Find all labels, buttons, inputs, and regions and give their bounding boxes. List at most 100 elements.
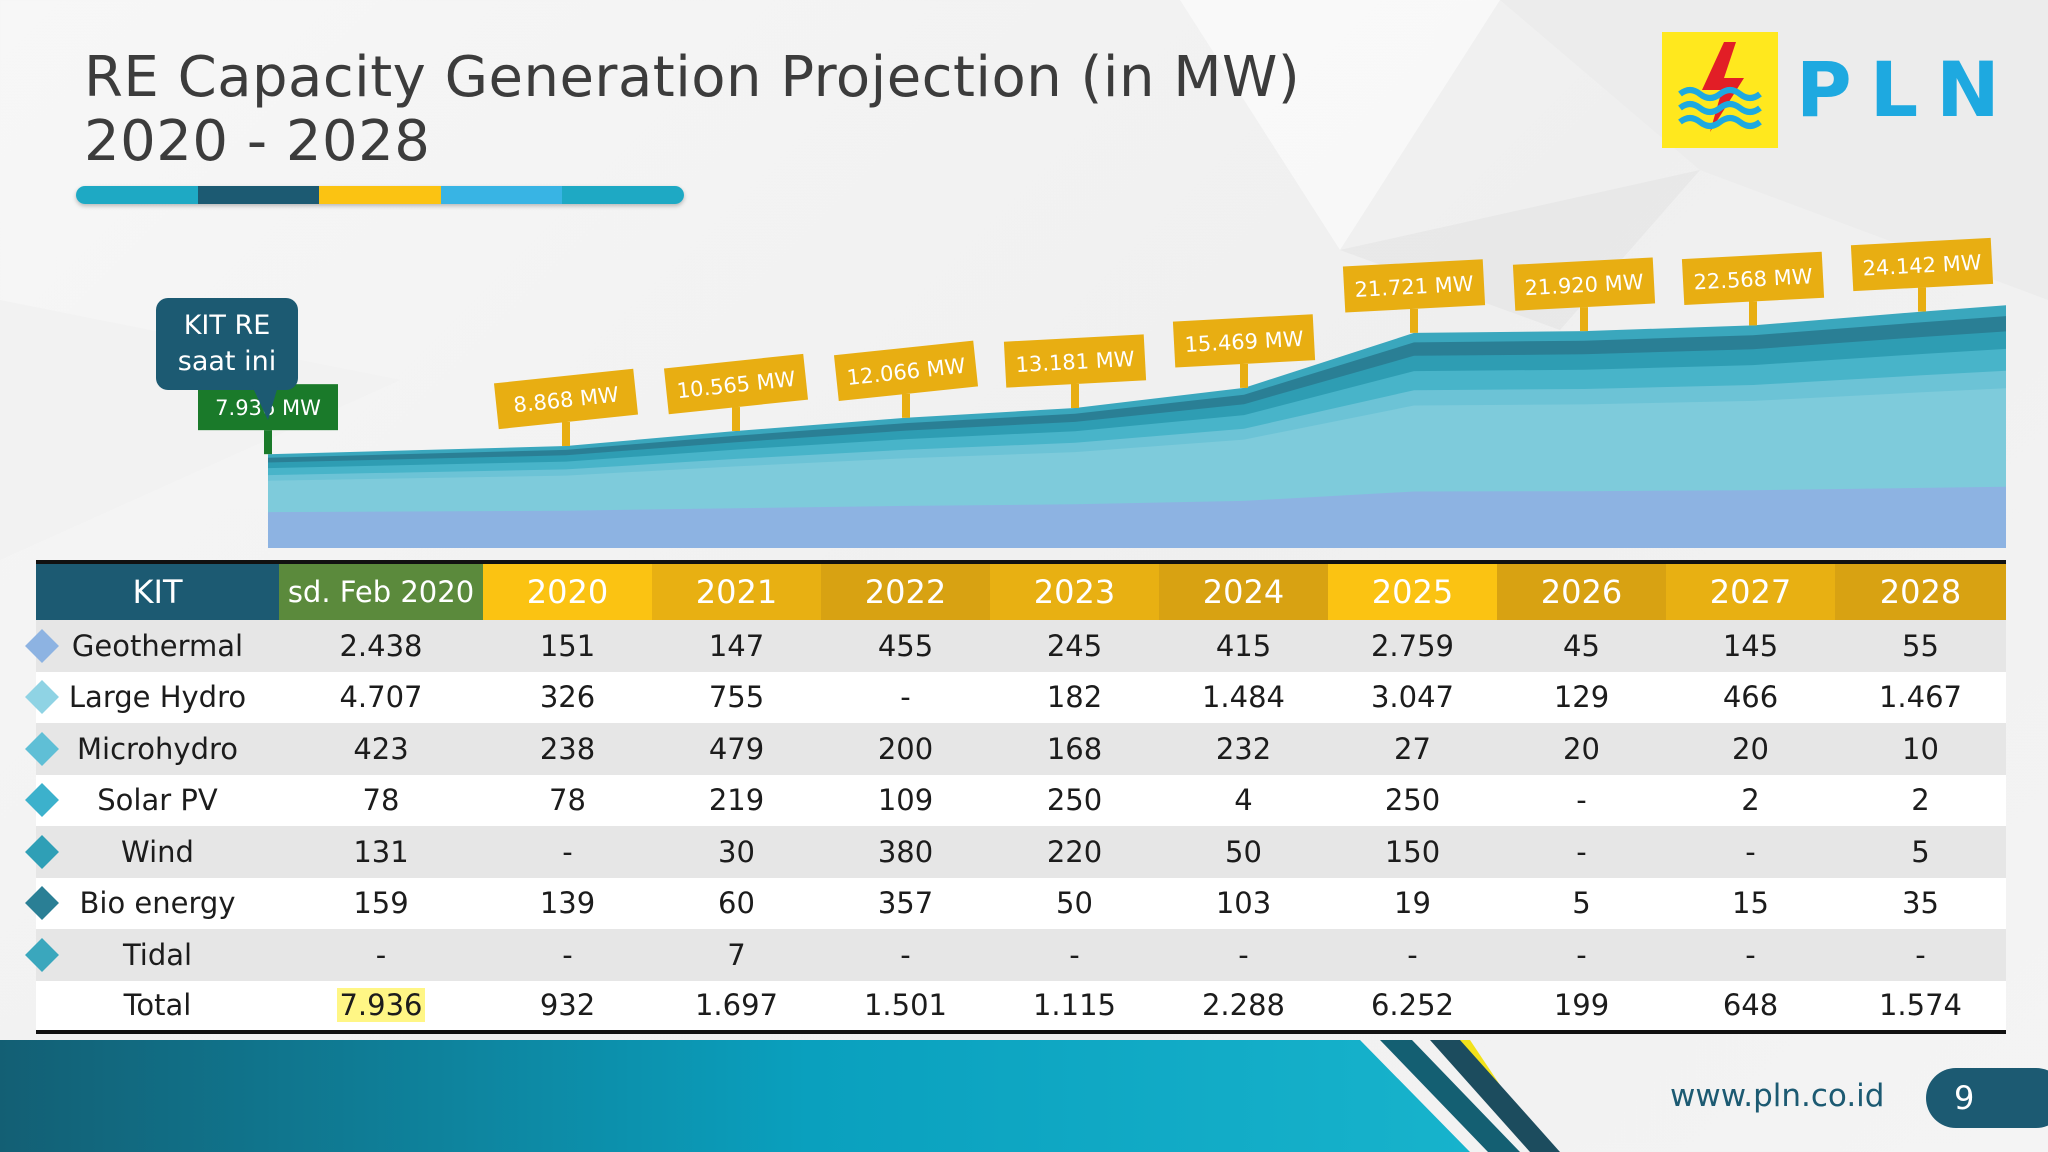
table-cell: 2.759 — [1328, 620, 1497, 672]
table-cell: 15 — [1666, 877, 1835, 929]
table-cell: 4.707 — [279, 671, 483, 723]
total-cell: 648 — [1666, 980, 1835, 1034]
table-cell: 139 — [483, 877, 652, 929]
label-box — [1512, 257, 1656, 311]
table-cell: 4 — [1159, 774, 1328, 826]
label-box — [1681, 251, 1825, 306]
table-cell: 20 — [1666, 723, 1835, 775]
table-cell: 423 — [279, 723, 483, 775]
table-cell: 1.467 — [1835, 671, 2006, 723]
page-title: RE Capacity Generation Projection (in MW… — [84, 45, 1301, 110]
accent-segment — [76, 186, 198, 204]
table-cell: 30 — [652, 826, 821, 878]
row-label-cell: Solar PV — [25, 774, 279, 826]
table-cell: 2 — [1835, 774, 2006, 826]
table-cell: - — [1328, 929, 1497, 981]
page-subtitle: 2020 - 2028 — [84, 109, 431, 174]
table-cell: 357 — [821, 877, 990, 929]
total-value-label: 10.565 MW — [663, 353, 809, 415]
table-cell: 479 — [652, 723, 821, 775]
table-cell: 238 — [483, 723, 652, 775]
table-cell: 1.484 — [1159, 671, 1328, 723]
table-cell: 220 — [990, 826, 1159, 878]
accent-segment — [440, 186, 563, 204]
table-cell: 182 — [990, 671, 1159, 723]
label-post — [1580, 307, 1588, 332]
label-box — [663, 353, 809, 415]
table-cell: 145 — [1666, 620, 1835, 672]
table-header-row: KIT sd. Feb 2020 2020 2021 2022 2023 202… — [36, 560, 2006, 620]
total-cell: 6.252 — [1328, 980, 1497, 1034]
table-cell: 78 — [279, 774, 483, 826]
total-value-label: 22.568 MW — [1681, 251, 1825, 306]
pln-logo-text: PLN — [1796, 45, 2018, 134]
page-number: 9 — [1926, 1068, 2048, 1128]
table-cell: - — [821, 929, 990, 981]
table-cell: 200 — [821, 723, 990, 775]
total-cell: 199 — [1497, 980, 1666, 1034]
table-cell: 109 — [821, 774, 990, 826]
label-box — [1003, 334, 1147, 388]
table-cell: 5 — [1835, 826, 2006, 878]
table-cell: 19 — [1328, 877, 1497, 929]
table-cell: 129 — [1497, 671, 1666, 723]
row-label: Wind — [121, 834, 194, 869]
table-row: Large Hydro 4.707 326 755-182 1.484 3.047 129 4… — [25, 671, 2006, 723]
table-cell: 466 — [1666, 671, 1835, 723]
table-cell: - — [1666, 826, 1835, 878]
accent-segment — [197, 186, 320, 204]
table-cell: 2 — [1666, 774, 1835, 826]
label-post — [902, 393, 910, 418]
table-cell: 150 — [1328, 826, 1497, 878]
table-cell: - — [1835, 929, 2006, 981]
label-box — [1342, 259, 1486, 313]
label-box — [198, 384, 338, 431]
title-accent-bar — [76, 186, 684, 204]
label-box — [1850, 237, 1994, 292]
row-label-cell: Microhydro — [25, 723, 279, 775]
total-value-label: 15.469 MW — [1172, 314, 1316, 368]
row-label-cell: Geothermal — [25, 620, 279, 672]
total-current-highlight: 7.936 — [337, 988, 425, 1023]
header-cell: 2026 — [1497, 560, 1666, 620]
table-row: Microhydro 423 238 479 200 168 232 27 20 20 10 — [25, 723, 2006, 775]
table-cell: - — [483, 826, 652, 878]
pln-lightning-wave-icon — [1662, 32, 1778, 148]
label-post — [1749, 301, 1757, 326]
row-label: Microhydro — [76, 731, 239, 766]
row-label: Geothermal — [71, 628, 244, 663]
total-label: Total — [36, 980, 279, 1034]
table-cell: 131 — [279, 826, 483, 878]
label-post — [732, 407, 740, 432]
label-post — [264, 430, 272, 455]
table-cell: 219 — [652, 774, 821, 826]
callout-line2: saat ini — [177, 346, 277, 377]
label-box — [1172, 314, 1316, 368]
total-cell: 2.288 — [1159, 980, 1328, 1034]
table-row: Tidal - -7- - - - - - - — [25, 929, 2006, 981]
table-cell: - — [990, 929, 1159, 981]
row-label: Bio energy — [79, 886, 236, 921]
row-label: Solar PV — [97, 783, 218, 818]
total-cell: 1.697 — [652, 980, 821, 1034]
header-cell: 2024 — [1159, 560, 1328, 620]
table-cell: 60 — [652, 877, 821, 929]
table-cell: - — [1497, 774, 1666, 826]
table-cell: - — [279, 929, 483, 981]
total-value-text: 7.936 MW — [215, 396, 321, 420]
footer-url[interactable]: www.pln.co.id — [1670, 1078, 1885, 1114]
area-layer-geothermal — [268, 486, 2006, 548]
table-cell: 415 — [1159, 620, 1328, 672]
header-cell: 2021 — [652, 560, 821, 620]
table-row: Wind 131-30 380 220 50 150- -5 — [25, 826, 2006, 878]
header-cell: sd. Feb 2020 — [279, 560, 483, 620]
total-value-label: 12.066 MW — [833, 340, 979, 402]
capacity-area-chart: 7.936 MW 8.868 MW 10.565 MW 12.066 MW 13.181… — [198, 237, 2006, 548]
table-cell: 3.047 — [1328, 671, 1497, 723]
callout-line1: KIT RE — [183, 310, 271, 341]
table-cell: 2.438 — [279, 620, 483, 672]
total-cell: 932 — [483, 980, 652, 1034]
table-cell: 455 — [821, 620, 990, 672]
footer-band — [0, 1040, 1560, 1152]
header-cell: 2028 — [1835, 560, 2006, 620]
